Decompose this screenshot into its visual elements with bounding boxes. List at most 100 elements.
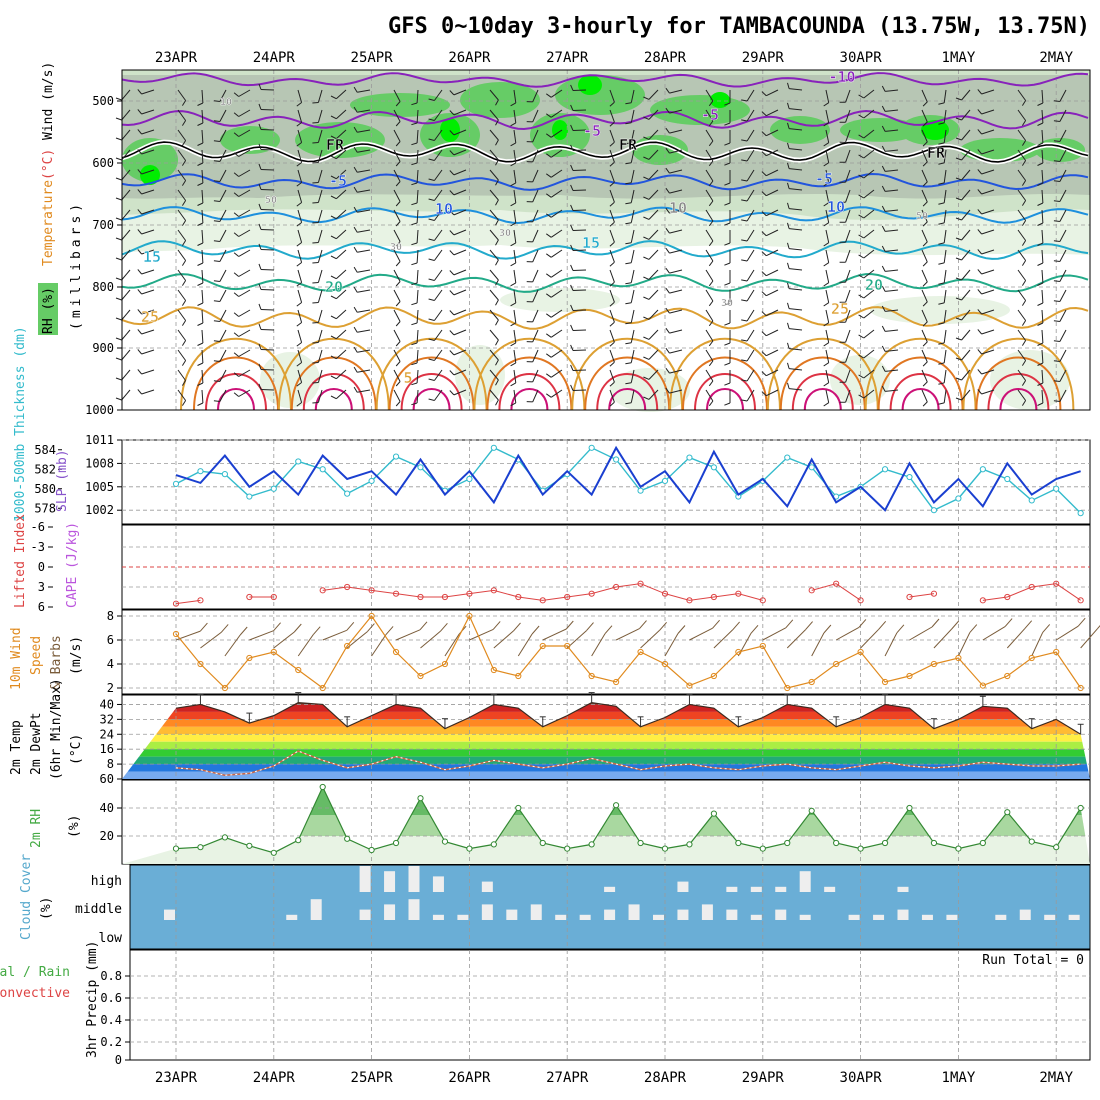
wind-barb xyxy=(510,249,517,267)
barb-feather xyxy=(137,229,142,235)
barb-feather xyxy=(312,282,319,284)
cloud-bar-middle xyxy=(384,904,396,920)
barb-feather xyxy=(724,262,731,266)
barb-staff xyxy=(532,269,539,283)
barb-staff xyxy=(219,269,227,282)
barb-feather xyxy=(708,400,714,407)
barb-staff xyxy=(789,148,803,151)
barb-feather xyxy=(787,342,790,349)
wind-speed-line-point xyxy=(172,630,180,638)
barb-feather xyxy=(428,158,435,161)
wind-barb xyxy=(233,369,251,377)
barb-staff xyxy=(550,329,563,338)
surface-wind-barb xyxy=(762,619,794,641)
wind-speed-line-point xyxy=(930,660,938,668)
barb-feather xyxy=(761,331,767,337)
barb-feather xyxy=(955,217,962,221)
wind-barb xyxy=(137,209,155,215)
barb-feather xyxy=(969,624,978,633)
wind-barb xyxy=(665,247,683,254)
barb-staff xyxy=(981,209,995,215)
wind-barb xyxy=(312,229,323,244)
wind-barb xyxy=(296,249,303,267)
barb-feather xyxy=(428,138,435,141)
barb-feather xyxy=(761,251,767,257)
wind-barb xyxy=(449,289,467,296)
barb-feather xyxy=(741,319,748,322)
barb-feather xyxy=(495,179,499,186)
barb-staff xyxy=(177,129,187,141)
barb-feather xyxy=(428,398,435,401)
thickness-line-point xyxy=(784,454,791,461)
wind-barb xyxy=(1037,189,1044,206)
barb-feather xyxy=(858,194,865,199)
barb-staff xyxy=(609,369,615,383)
millibars-label: (millibars) xyxy=(69,200,84,330)
barb-feather xyxy=(1021,300,1027,306)
barb-staff xyxy=(746,349,755,362)
wind-barb xyxy=(258,343,275,351)
wind-barb xyxy=(724,110,731,126)
barb-feather xyxy=(665,367,670,374)
barb-staff xyxy=(789,128,803,131)
barb-feather xyxy=(1037,102,1044,106)
barb-staff xyxy=(201,249,204,264)
barb-staff xyxy=(433,289,443,301)
barb-feather xyxy=(625,362,632,365)
barb-staff xyxy=(845,269,851,283)
barb-feather xyxy=(643,396,650,400)
barb-staff xyxy=(493,630,514,649)
barb-staff xyxy=(219,209,227,222)
wind-barb xyxy=(609,189,615,207)
cloud-bar-middle xyxy=(848,914,860,920)
axis-tick-label: 6 xyxy=(38,600,45,614)
barb-staff xyxy=(921,229,928,243)
barb-feather xyxy=(977,349,982,355)
barb-feather xyxy=(708,160,714,167)
barb-feather xyxy=(510,142,517,147)
wind-barb xyxy=(921,269,928,287)
barb-staff xyxy=(845,189,851,203)
lifted-index-line-point xyxy=(686,597,693,604)
barb-feather xyxy=(609,161,615,167)
barb-staff xyxy=(591,633,606,657)
barb-feather xyxy=(449,270,455,276)
barb-feather xyxy=(181,140,187,146)
wind-barb xyxy=(330,149,347,160)
barb-staff xyxy=(297,249,303,263)
barb-feather xyxy=(395,301,401,307)
cloud-label: Cloud Cover xyxy=(19,854,34,940)
barb-staff xyxy=(766,129,779,137)
surface-wind-barb xyxy=(200,624,229,649)
barb-staff xyxy=(433,169,443,181)
temp2m-series xyxy=(175,692,1084,777)
wind-barb xyxy=(761,349,779,357)
wind-barb xyxy=(1017,249,1027,266)
barb-feather xyxy=(296,362,302,367)
wind-barb xyxy=(881,385,899,392)
rh2m-series xyxy=(172,783,1084,856)
barb-feather xyxy=(197,102,204,106)
barb-feather xyxy=(428,358,435,361)
barb-feather xyxy=(922,261,928,267)
barb-feather xyxy=(712,619,720,629)
wind-barb xyxy=(449,309,467,316)
wind-barb xyxy=(115,209,131,221)
wind-barb xyxy=(609,349,615,367)
barb-feather xyxy=(724,142,731,146)
wind-barb xyxy=(213,189,227,202)
barb-feather xyxy=(708,260,714,267)
barb-feather xyxy=(1037,282,1044,286)
barb-feather xyxy=(1053,260,1060,262)
wind-barb xyxy=(955,329,971,341)
barb-feather xyxy=(411,342,418,346)
wind-barb xyxy=(977,189,995,195)
warm-contour-loop xyxy=(779,356,866,411)
wind-barb xyxy=(1017,149,1027,166)
wind-barb xyxy=(233,349,251,357)
surface-wind-barb xyxy=(1055,617,1086,641)
wind-barb xyxy=(449,109,467,116)
wind-barb xyxy=(921,149,928,167)
